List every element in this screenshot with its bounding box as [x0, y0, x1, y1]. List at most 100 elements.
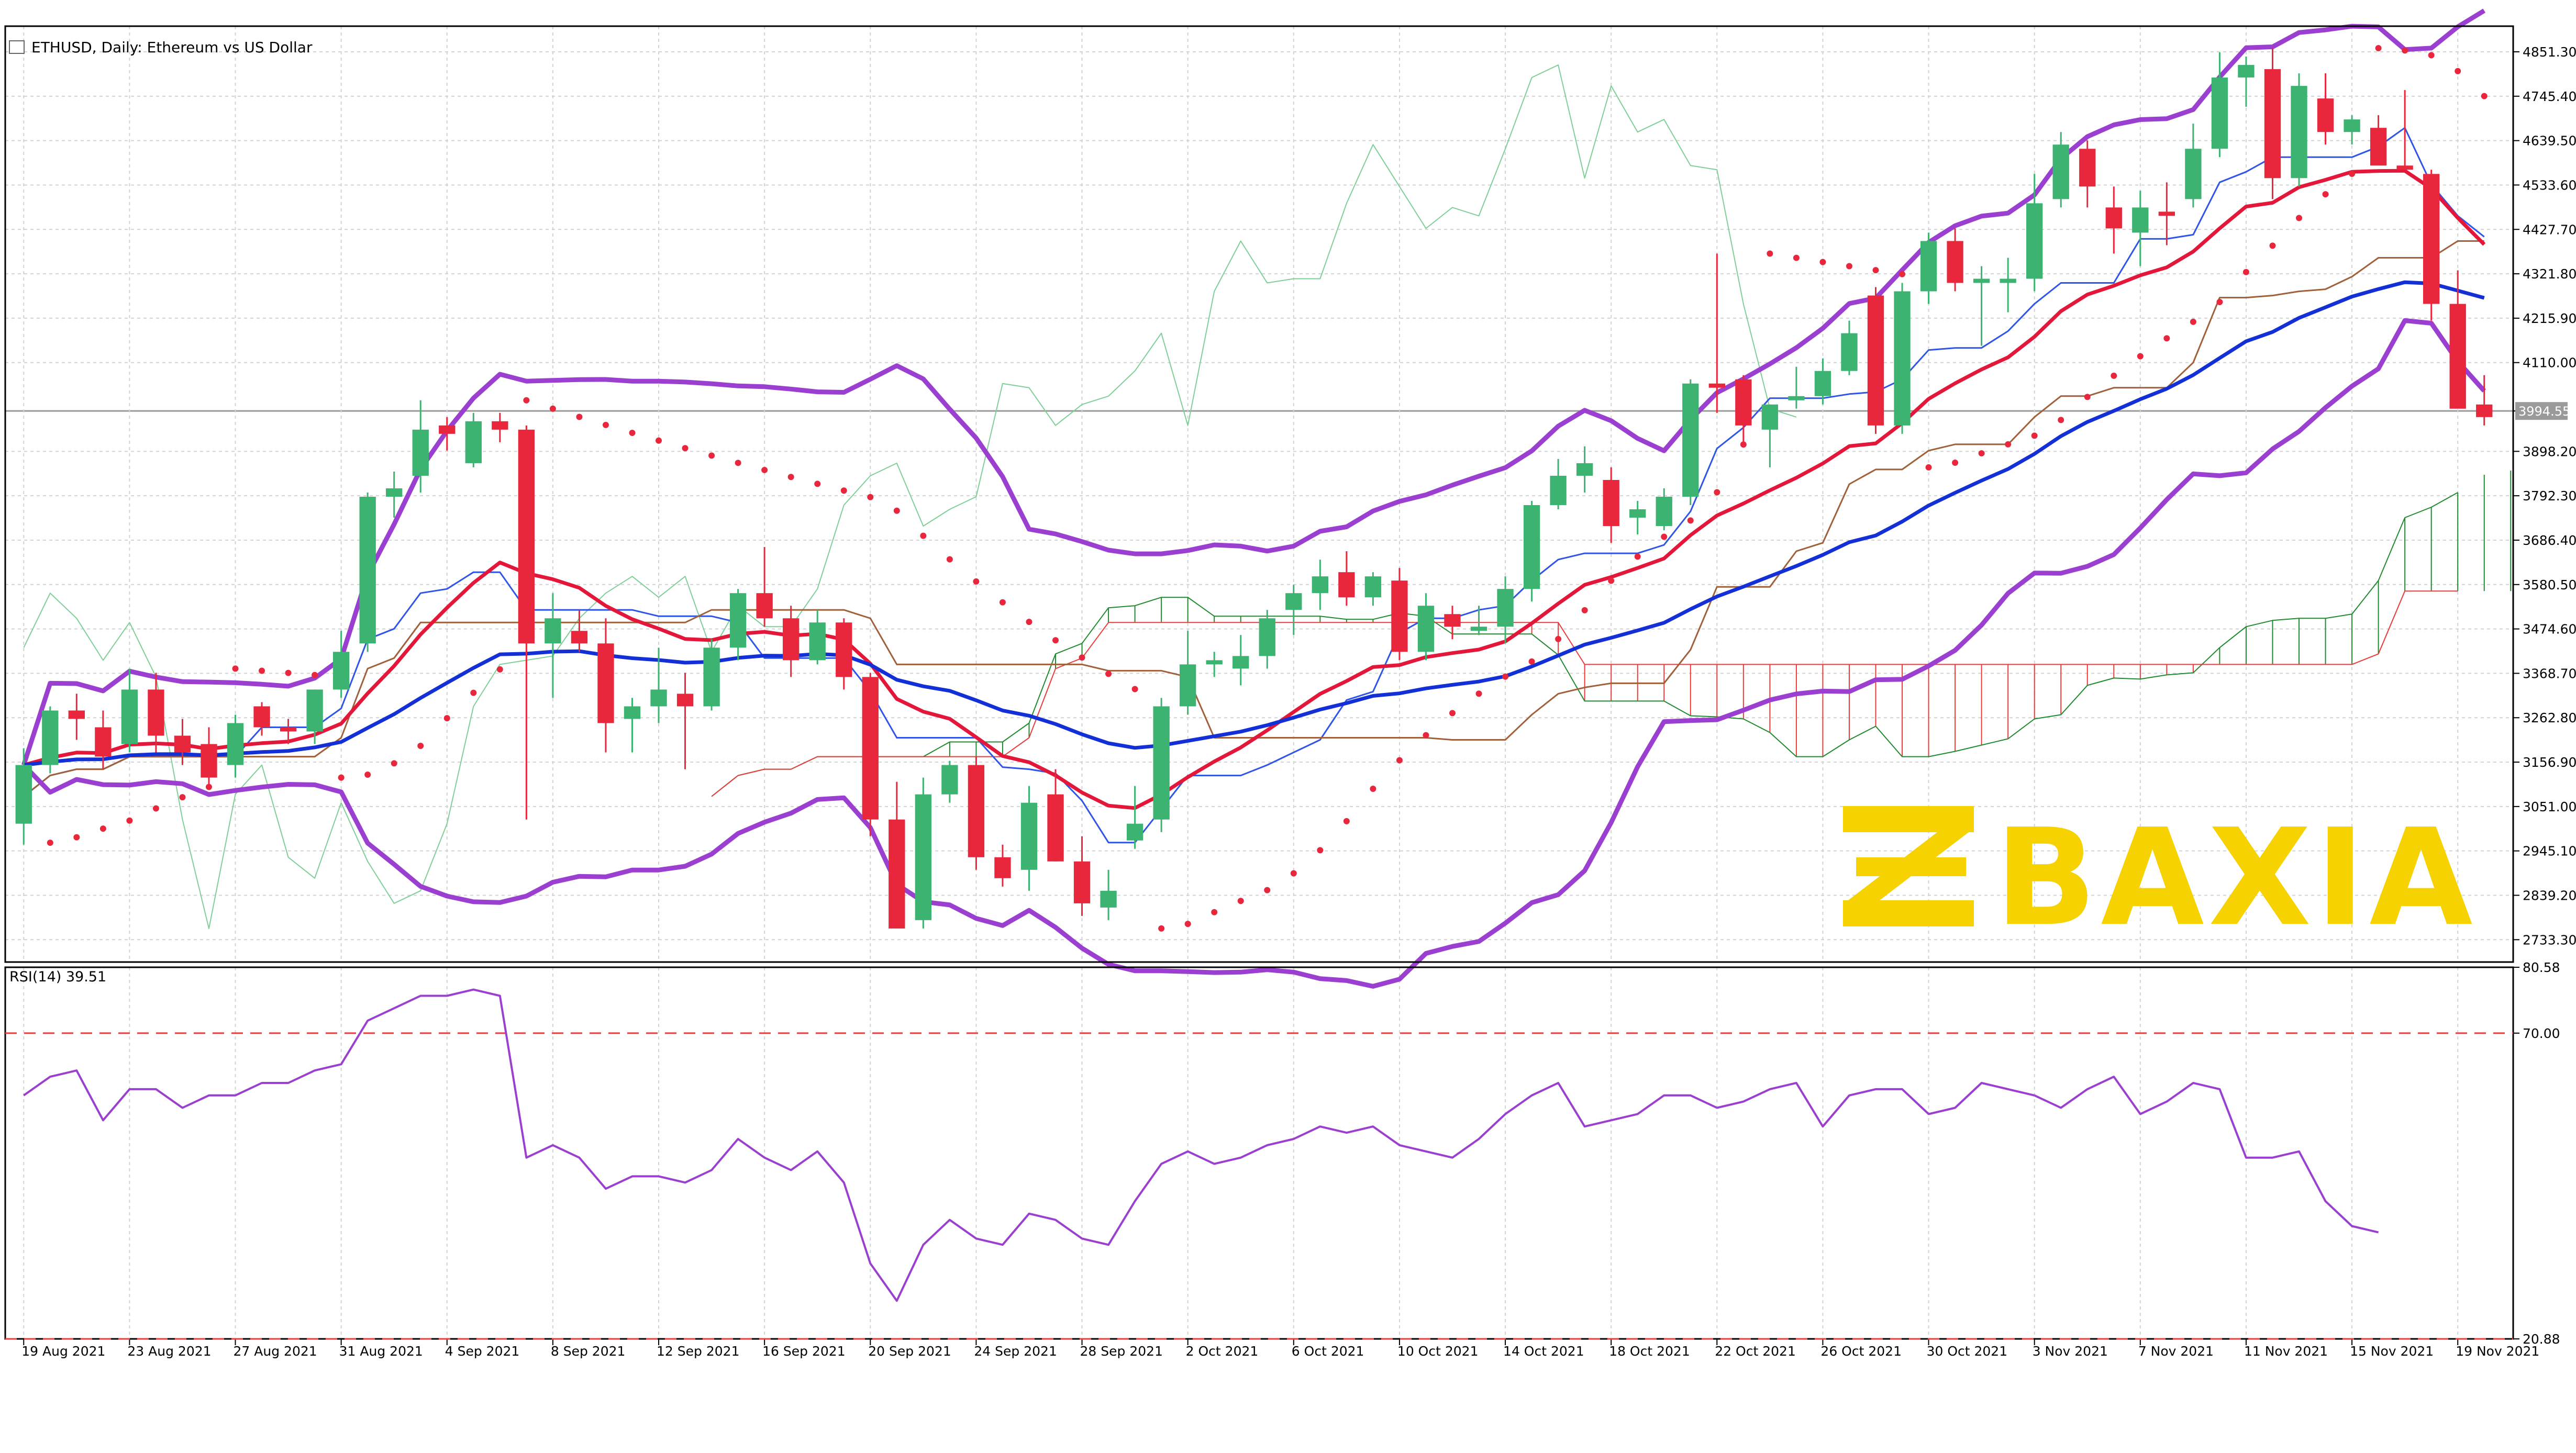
candle-body [386, 488, 403, 497]
y-tick-label: 3686.40 [2523, 533, 2576, 548]
labels: ETHUSD, Daily: Ethereum vs US Dollar RSI… [9, 39, 313, 985]
sar-dot [285, 669, 292, 676]
sar-dot [814, 480, 821, 487]
candle-body [703, 647, 720, 707]
candle [2052, 132, 2069, 208]
sar-dot [1184, 921, 1191, 927]
sar-dot [1131, 686, 1138, 692]
candle-body [1338, 572, 1355, 598]
candle [597, 618, 614, 753]
x-tick-label: 28 Sep 2021 [1080, 1344, 1163, 1359]
candle [624, 698, 641, 753]
x-tick-label: 20 Sep 2021 [868, 1344, 951, 1359]
sar-dot [338, 774, 345, 781]
sar-dot [1158, 925, 1165, 932]
candle [994, 844, 1011, 887]
sar-dot [1264, 887, 1271, 893]
candle-body [2158, 211, 2175, 216]
candle [2079, 140, 2096, 208]
x-tick-label: 11 Nov 2021 [2244, 1344, 2328, 1359]
candle [2238, 57, 2255, 107]
candle-body [2105, 207, 2122, 229]
y-tick-label: 3474.60 [2523, 622, 2576, 637]
candle [2026, 174, 2043, 292]
candle-body [1285, 593, 1302, 610]
chikou-span [23, 64, 1797, 929]
sar-dot [1475, 690, 1482, 697]
candle-body [545, 618, 561, 644]
sar-dot [549, 405, 556, 412]
candle-body [1550, 475, 1567, 506]
indicator-lines [21, 8, 2486, 989]
candle [1814, 358, 1831, 405]
sar-dot [2481, 93, 2488, 99]
candle [174, 719, 191, 765]
sar-dot [259, 667, 265, 674]
candle [915, 777, 932, 929]
candle [492, 412, 508, 442]
candle [332, 631, 350, 698]
sar-dot [1925, 464, 1932, 471]
current-price-tag [2515, 402, 2568, 420]
y-tick-label: 4215.90 [2523, 311, 2576, 326]
sar-dot [1370, 785, 1376, 792]
candle [2396, 90, 2413, 170]
candle [121, 668, 138, 753]
sar-dot [1661, 533, 1668, 540]
sar-dot [1423, 732, 1429, 739]
candle-body [1126, 823, 1143, 841]
candle-body [518, 429, 535, 644]
candle [1735, 375, 1752, 442]
candle-body [783, 618, 800, 661]
candle-body [650, 689, 667, 707]
sar-dot [1026, 619, 1032, 625]
candle [968, 756, 985, 870]
candle [1550, 459, 1567, 510]
candle [1603, 467, 1619, 543]
candle-body [2449, 304, 2466, 409]
candle [1894, 283, 1911, 434]
candle [545, 593, 561, 698]
sar-dot [99, 825, 106, 832]
candle-body [1814, 371, 1831, 396]
candle-body [2052, 144, 2069, 199]
baxia-logo-mark [1843, 806, 1974, 926]
sar-dot [920, 532, 927, 539]
candle [2476, 375, 2493, 426]
sar-dot [126, 817, 133, 824]
candle [2000, 258, 2016, 312]
sar-dot [2163, 335, 2170, 342]
candle-body [465, 421, 482, 463]
y-tick-label: 3051.00 [2523, 799, 2576, 814]
y-tick-label: 3156.90 [2523, 755, 2576, 770]
sar-dot [1872, 267, 1879, 274]
candle [1126, 786, 1143, 849]
candle [1233, 635, 1249, 686]
sar-dot [1687, 517, 1694, 524]
sar-dot [470, 689, 477, 696]
candle-body [1100, 890, 1117, 908]
sar-dot [629, 429, 636, 436]
sar-dot [1634, 553, 1641, 560]
rsi-y-tick-label: 20.88 [2523, 1332, 2560, 1347]
candle-body [15, 765, 32, 824]
sar-dot [1105, 670, 1112, 677]
candle [42, 706, 59, 774]
sar-dot [1502, 673, 1509, 680]
x-tick-label: 27 Aug 2021 [234, 1344, 317, 1359]
candle [2158, 182, 2175, 245]
candle [650, 647, 667, 723]
candle [1920, 232, 1937, 304]
candle-body [174, 735, 191, 753]
candle [862, 673, 879, 836]
sar-dot [1740, 441, 1747, 448]
sar-dot [443, 715, 450, 722]
candle-body [941, 765, 958, 795]
sar-dot [2455, 68, 2461, 74]
candle [1470, 606, 1487, 635]
candle-body [332, 652, 350, 690]
candle [1708, 253, 1725, 413]
candle [1867, 287, 1884, 434]
candle-body [1603, 479, 1619, 527]
